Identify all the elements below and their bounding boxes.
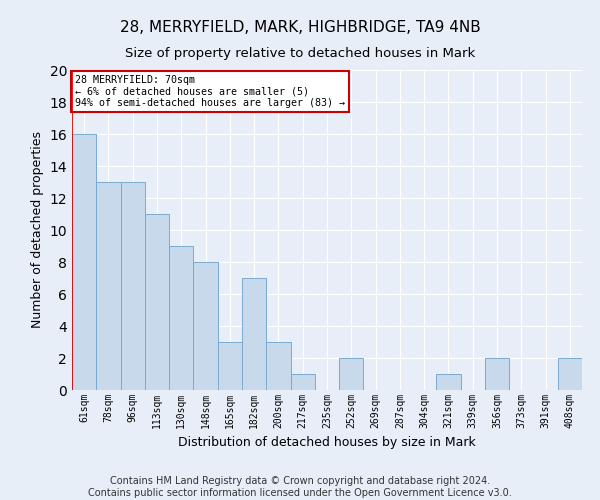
Bar [121,182,145,390]
Bar [436,374,461,390]
X-axis label: Distribution of detached houses by size in Mark: Distribution of detached houses by size … [178,436,476,450]
Text: 28, MERRYFIELD, MARK, HIGHBRIDGE, TA9 4NB: 28, MERRYFIELD, MARK, HIGHBRIDGE, TA9 4N… [119,20,481,35]
Bar [290,374,315,390]
Y-axis label: Number of detached properties: Number of detached properties [31,132,44,328]
Text: Size of property relative to detached houses in Mark: Size of property relative to detached ho… [125,48,475,60]
Bar [242,278,266,390]
Bar [558,358,582,390]
Text: 28 MERRYFIELD: 70sqm
← 6% of detached houses are smaller (5)
94% of semi-detache: 28 MERRYFIELD: 70sqm ← 6% of detached ho… [74,75,344,108]
Bar [485,358,509,390]
Bar [169,246,193,390]
Text: Contains HM Land Registry data © Crown copyright and database right 2024.
Contai: Contains HM Land Registry data © Crown c… [88,476,512,498]
Bar [72,134,96,390]
Bar [193,262,218,390]
Bar [266,342,290,390]
Bar [218,342,242,390]
Bar [145,214,169,390]
Bar [339,358,364,390]
Bar [96,182,121,390]
